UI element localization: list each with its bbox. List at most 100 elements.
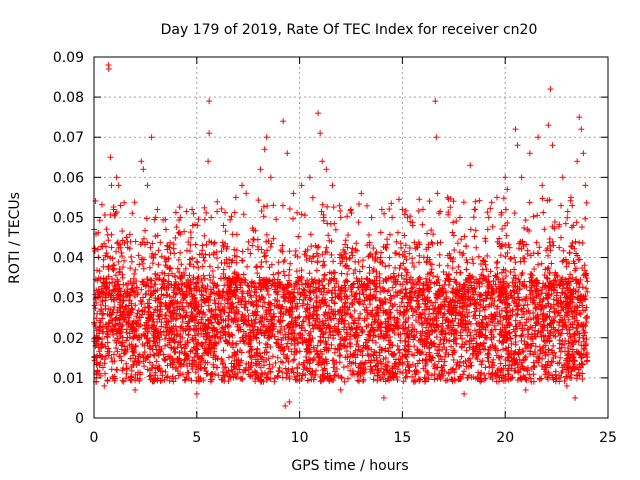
data-point [580, 150, 587, 157]
data-point [402, 207, 409, 214]
data-point [521, 258, 528, 265]
data-point [332, 269, 339, 276]
data-point [485, 273, 492, 280]
data-point [566, 375, 573, 382]
data-point [455, 263, 462, 270]
data-point [526, 199, 533, 206]
data-point [319, 158, 326, 165]
data-point [358, 190, 365, 197]
data-point [105, 66, 112, 73]
data-point [201, 364, 208, 371]
data-point [368, 214, 375, 221]
data-point [376, 274, 383, 281]
data-point [263, 231, 270, 238]
data-point [569, 202, 576, 209]
data-point [286, 266, 293, 273]
data-point [256, 339, 263, 346]
data-point [384, 241, 391, 248]
data-point [114, 240, 121, 247]
data-point [239, 257, 246, 264]
data-point [440, 340, 447, 347]
data-point [518, 174, 525, 181]
data-point [172, 234, 179, 241]
data-point [101, 211, 108, 218]
data-point [206, 130, 213, 137]
data-point [218, 259, 225, 266]
data-point [260, 213, 267, 220]
data-point [301, 212, 308, 219]
data-point [558, 234, 565, 241]
data-point [564, 208, 571, 215]
data-point [190, 210, 197, 217]
data-point [336, 352, 343, 359]
data-point [214, 264, 221, 271]
data-point [112, 272, 119, 279]
data-point [459, 321, 466, 328]
data-point [114, 278, 121, 285]
data-point [128, 253, 135, 260]
data-point [434, 190, 441, 197]
data-point [309, 194, 316, 201]
data-point [509, 279, 516, 286]
data-point [97, 308, 104, 315]
data-point [267, 243, 274, 250]
data-point [315, 110, 322, 117]
data-point [404, 373, 411, 380]
data-point [382, 263, 389, 270]
data-point [193, 390, 200, 397]
data-point [117, 202, 124, 209]
data-point [152, 270, 159, 277]
data-point [472, 227, 479, 234]
data-point [360, 378, 367, 385]
data-point [264, 203, 271, 210]
data-point [139, 260, 146, 267]
data-point [108, 182, 115, 189]
data-point [396, 265, 403, 272]
data-point [470, 260, 477, 267]
data-point [96, 268, 103, 275]
data-point [277, 281, 284, 288]
data-point [270, 202, 277, 209]
data-point [338, 270, 345, 277]
data-point [274, 354, 281, 361]
data-point [533, 239, 540, 246]
data-point [419, 206, 426, 213]
data-point [503, 232, 510, 239]
data-point [581, 262, 588, 269]
data-point [292, 252, 299, 259]
data-point [496, 235, 503, 242]
data-point [538, 305, 545, 312]
data-point [416, 196, 423, 203]
data-point [395, 196, 402, 203]
data-point [244, 263, 251, 270]
data-point [257, 364, 264, 371]
data-point [484, 209, 491, 216]
data-point [144, 182, 151, 189]
data-point [424, 230, 431, 237]
data-point [269, 363, 276, 370]
data-point [199, 242, 206, 249]
data-point [542, 352, 549, 359]
data-point [454, 240, 461, 247]
data-point [493, 264, 500, 271]
data-point [298, 182, 305, 189]
data-point [583, 285, 590, 292]
data-point [354, 377, 361, 384]
data-point [261, 253, 268, 260]
data-point [342, 262, 349, 269]
data-point [352, 246, 359, 253]
data-point [167, 265, 174, 272]
data-point [92, 305, 99, 312]
data-point [107, 154, 114, 161]
data-point [559, 174, 566, 181]
data-point [325, 232, 332, 239]
data-point [268, 240, 275, 247]
data-point [416, 357, 423, 364]
data-point [512, 126, 519, 133]
data-point [288, 330, 295, 337]
data-point [560, 247, 567, 254]
data-point [142, 227, 149, 234]
data-point [143, 215, 150, 222]
data-point [472, 206, 479, 213]
data-point [535, 250, 542, 257]
